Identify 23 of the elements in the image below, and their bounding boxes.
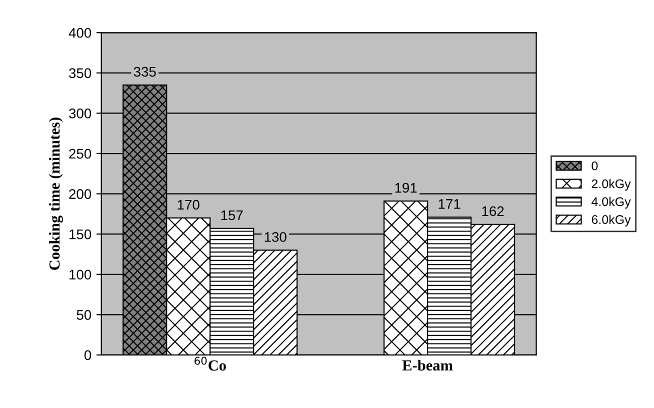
data-label: 162 xyxy=(482,206,504,216)
data-label: 170 xyxy=(178,200,200,210)
data-label: 130 xyxy=(264,232,286,242)
y-tick-label: 400 xyxy=(68,28,92,38)
data-label: 157 xyxy=(221,210,243,220)
data-label: 171 xyxy=(438,199,460,209)
legend-label: 6.0kGy xyxy=(592,214,631,226)
y-tick-label: 50 xyxy=(76,310,92,320)
legend-label: 2.0kGy xyxy=(592,179,631,191)
y-axis-title: Cooking time (minutes) xyxy=(48,118,63,270)
y-tick-label: 250 xyxy=(69,148,92,159)
legend-label: 0 xyxy=(592,161,598,170)
data-label: 191 xyxy=(395,182,417,193)
legend-label: 4.0kGy xyxy=(592,196,631,209)
y-tick-label: 150 xyxy=(70,229,92,240)
y-tick-label: 350 xyxy=(69,68,92,78)
y-tick-label: 0 xyxy=(84,350,92,360)
x-tick-label: $^{60}$Co xyxy=(194,356,226,371)
data-label: 335 xyxy=(134,66,156,77)
x-tick-label: E-beam xyxy=(402,360,453,371)
y-tick-label: 300 xyxy=(69,108,92,118)
y-tick-label: 200 xyxy=(69,189,92,199)
y-tick-label: 100 xyxy=(70,270,92,280)
